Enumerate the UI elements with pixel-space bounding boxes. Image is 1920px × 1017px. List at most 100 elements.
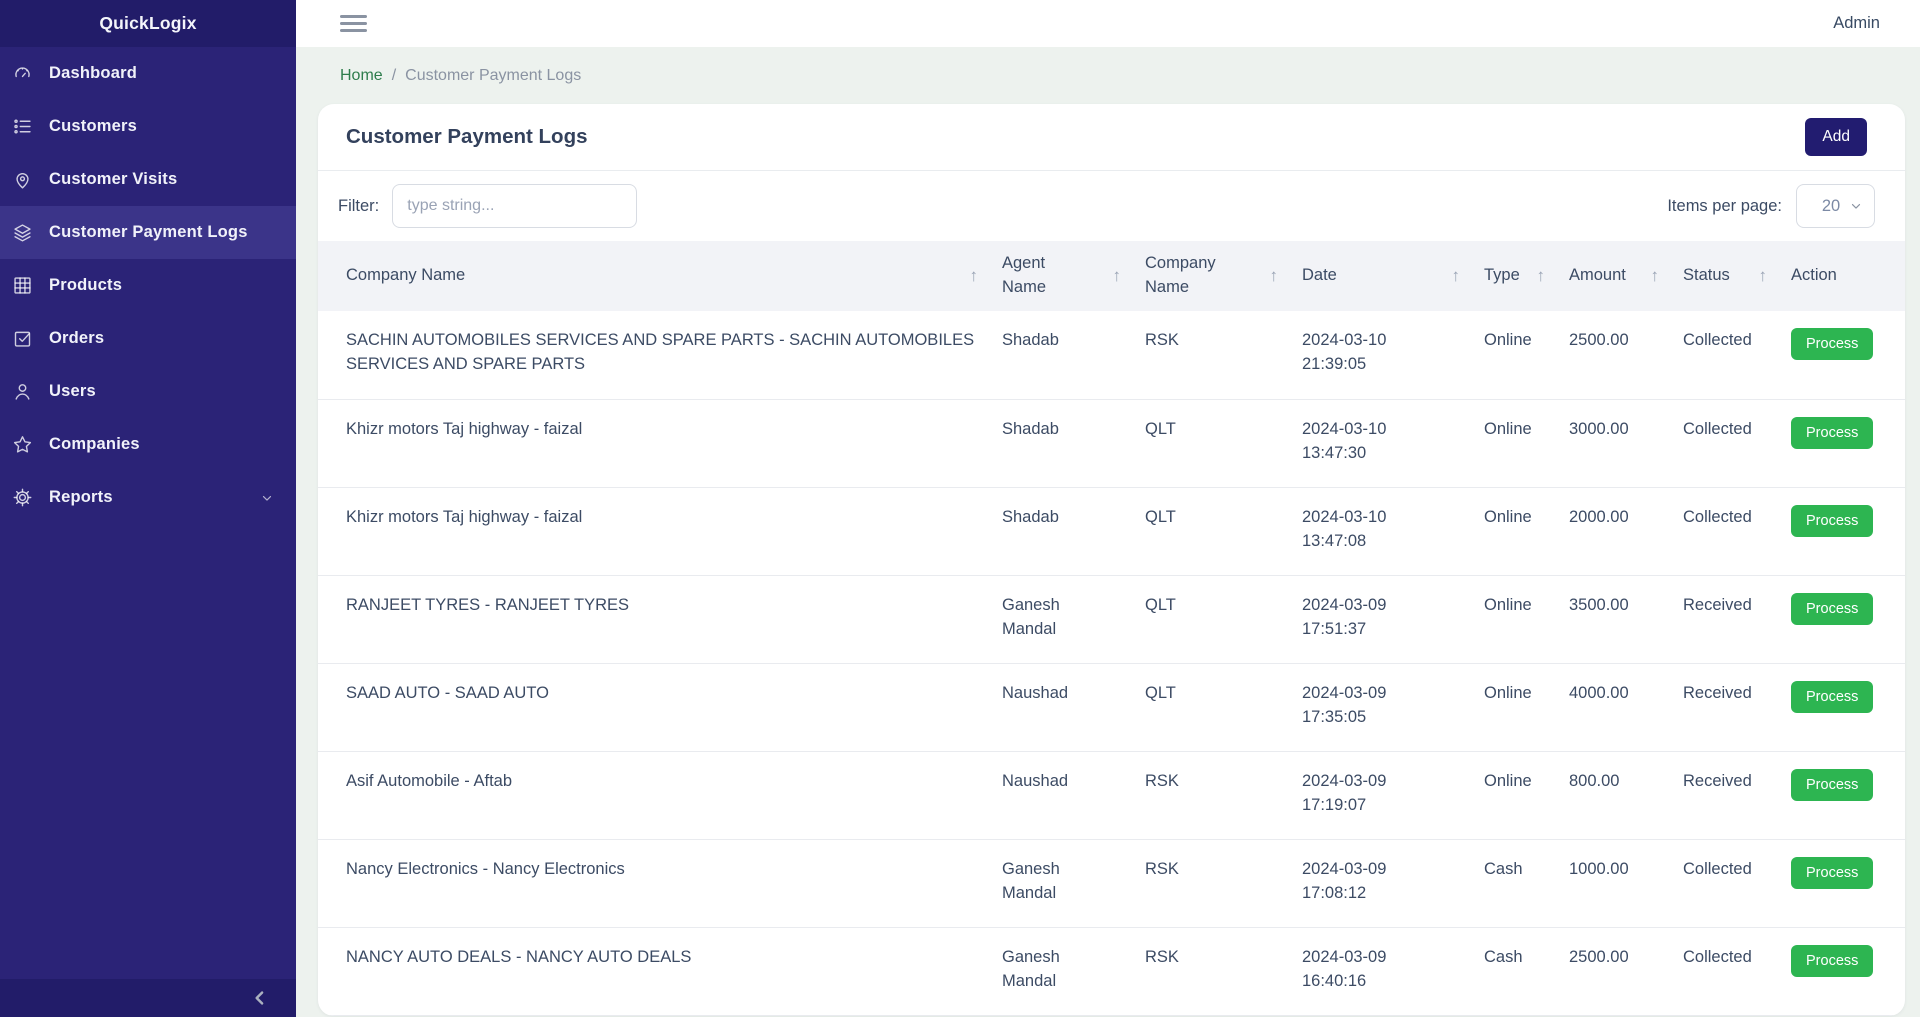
gauge-icon — [12, 63, 33, 84]
sidebar-item-customer-visits[interactable]: Customer Visits — [0, 153, 296, 206]
admin-user-menu[interactable]: Admin — [1833, 14, 1880, 32]
column-header-company_code[interactable]: Company Name ↑ — [1133, 241, 1290, 311]
cell-type: Online — [1472, 663, 1557, 752]
cell-company: RANJEET TYRES - RANJEET TYRES — [318, 575, 990, 664]
cell-status: Received — [1671, 575, 1779, 664]
sort-arrow-icon: ↑ — [1112, 266, 1122, 285]
cell-company: SACHIN AUTOMOBILES SERVICES AND SPARE PA… — [318, 311, 990, 400]
cell-status: Received — [1671, 751, 1779, 840]
process-button[interactable]: Process — [1791, 856, 1874, 889]
cell-company: Asif Automobile - Aftab — [318, 751, 990, 840]
gear-icon — [12, 487, 33, 508]
sort-arrow-icon: ↑ — [969, 265, 979, 285]
breadcrumb: Home / Customer Payment Logs — [296, 67, 1920, 104]
column-header-amount[interactable]: Amount ↑ — [1557, 241, 1671, 311]
cell-company_code: QLT — [1133, 663, 1290, 752]
list-icon — [12, 116, 33, 137]
date-value: 2024-03-09 — [1302, 771, 1387, 790]
items-per-page-select[interactable]: 20 — [1796, 184, 1875, 228]
cell-amount: 4000.00 — [1557, 663, 1671, 752]
cell-amount: 2000.00 — [1557, 487, 1671, 576]
sidebar-item-reports[interactable]: Reports — [0, 471, 296, 524]
cell-company: Nancy Electronics - Nancy Electronics — [318, 839, 990, 928]
table-header: Company Name ↑ Agent Name ↑ Company Name ↑ Dat… — [318, 241, 1905, 311]
sidebar-item-customers[interactable]: Customers — [0, 100, 296, 153]
cell-datetime: 2024-03-09 17:35:05 — [1290, 663, 1472, 752]
cell-amount: 2500.00 — [1557, 311, 1671, 400]
process-button[interactable]: Process — [1791, 504, 1874, 537]
sidebar-item-dashboard[interactable]: Dashboard — [0, 47, 296, 100]
process-button[interactable]: Process — [1791, 328, 1874, 360]
cell-company_code: RSK — [1133, 311, 1290, 400]
table-row: SAAD AUTO - SAAD AUTO Naushad QLT 2024-03-0… — [318, 663, 1905, 752]
payment-logs-card: Customer Payment Logs Add Filter: Items … — [318, 104, 1905, 1016]
top-bar: Admin — [296, 0, 1920, 47]
process-button[interactable]: Process — [1791, 680, 1874, 713]
cell-action: Process — [1779, 663, 1905, 752]
map-pin-icon — [12, 169, 33, 190]
add-button[interactable]: Add — [1805, 118, 1867, 156]
cell-datetime: 2024-03-10 13:47:08 — [1290, 487, 1472, 576]
sidebar-item-label: Users — [49, 382, 96, 400]
process-button[interactable]: Process — [1791, 592, 1874, 625]
cell-agent: Ganesh Mandal — [990, 839, 1133, 928]
sidebar-item-companies[interactable]: Companies — [0, 418, 296, 471]
cell-status: Collected — [1671, 927, 1779, 1016]
cell-action: Process — [1779, 399, 1905, 488]
column-header-agent[interactable]: Agent Name ↑ — [990, 241, 1133, 311]
time-value: 16:40:16 — [1302, 971, 1367, 990]
breadcrumb-home-link[interactable]: Home — [340, 67, 383, 84]
sidebar-item-products[interactable]: Products — [0, 259, 296, 312]
cell-datetime: 2024-03-09 16:40:16 — [1290, 927, 1472, 1016]
date-value: 2024-03-10 — [1302, 507, 1387, 526]
cell-status: Collected — [1671, 839, 1779, 928]
sort-arrow-icon: ↑ — [1269, 266, 1279, 285]
hamburger-menu-icon[interactable] — [340, 15, 367, 32]
user-icon — [12, 381, 33, 402]
cell-datetime: 2024-03-09 17:51:37 — [1290, 575, 1472, 664]
cell-datetime: 2024-03-09 17:08:12 — [1290, 839, 1472, 928]
column-label: Action — [1791, 266, 1837, 285]
cell-status: Collected — [1671, 311, 1779, 400]
column-header-action: Action — [1779, 241, 1905, 311]
time-value: 17:19:07 — [1302, 795, 1367, 814]
table-row: Asif Automobile - Aftab Naushad RSK 2024-03… — [318, 751, 1905, 840]
time-value: 17:08:12 — [1302, 883, 1367, 902]
filter-input[interactable] — [392, 184, 638, 228]
cell-type: Cash — [1472, 839, 1557, 928]
sidebar-item-customer-payment-logs[interactable]: Customer Payment Logs — [0, 206, 296, 259]
cell-status: Received — [1671, 663, 1779, 752]
time-value: 17:51:37 — [1302, 619, 1367, 638]
cell-agent: Shadab — [990, 311, 1133, 400]
column-header-datetime[interactable]: Date ↑ — [1290, 241, 1472, 311]
cell-amount: 1000.00 — [1557, 839, 1671, 928]
column-label: Company Name — [346, 266, 466, 285]
cell-status: Collected — [1671, 399, 1779, 488]
content-area: Home / Customer Payment Logs Customer Pa… — [296, 47, 1920, 1017]
cell-agent: Naushad — [990, 751, 1133, 840]
sort-arrow-icon: ↑ — [1758, 265, 1768, 285]
sidebar-item-users[interactable]: Users — [0, 365, 296, 418]
sidebar-item-label: Orders — [49, 329, 105, 347]
sort-arrow-icon: ↑ — [1650, 265, 1660, 285]
sidebar-nav: Dashboard Customers Customer Visits Custome… — [0, 47, 296, 524]
chevron-down-icon — [1849, 199, 1863, 213]
cell-company_code: QLT — [1133, 575, 1290, 664]
column-label: Company Name — [1145, 254, 1216, 296]
cell-action: Process — [1779, 575, 1905, 664]
column-header-company[interactable]: Company Name ↑ — [318, 241, 990, 311]
cell-company: SAAD AUTO - SAAD AUTO — [318, 663, 990, 752]
column-header-status[interactable]: Status ↑ — [1671, 241, 1779, 311]
process-button[interactable]: Process — [1791, 768, 1874, 801]
column-header-type[interactable]: Type ↑ — [1472, 241, 1557, 311]
cell-type: Online — [1472, 751, 1557, 840]
time-value: 13:47:30 — [1302, 443, 1367, 462]
process-button[interactable]: Process — [1791, 416, 1874, 449]
cell-status: Collected — [1671, 487, 1779, 576]
process-button[interactable]: Process — [1791, 944, 1874, 977]
cell-type: Cash — [1472, 927, 1557, 1016]
column-label: Date — [1302, 266, 1337, 285]
sidebar-collapse-button[interactable] — [250, 988, 270, 1008]
cell-datetime: 2024-03-09 17:19:07 — [1290, 751, 1472, 840]
sidebar-item-orders[interactable]: Orders — [0, 312, 296, 365]
